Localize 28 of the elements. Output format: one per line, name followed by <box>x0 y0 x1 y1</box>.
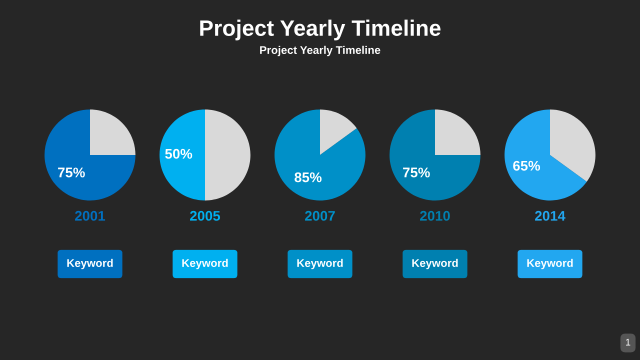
text: 2007 <box>305 210 335 221</box>
data-label: 85% <box>294 172 322 182</box>
pie-slice <box>205 110 250 200</box>
text: 2005 <box>190 210 220 221</box>
pie-slice <box>390 110 480 200</box>
pie-slice <box>550 110 596 182</box>
text: Keyword <box>412 258 458 270</box>
data-label: 50% <box>165 148 192 159</box>
text: 2001 <box>75 210 106 221</box>
data-label: 65% <box>513 160 540 171</box>
pie-slice <box>435 110 480 155</box>
text: Project Yearly Timeline <box>260 46 380 56</box>
pie-slice <box>274 110 366 200</box>
text: 2010 <box>420 210 450 221</box>
text: Keyword <box>67 258 113 270</box>
text: Keyword <box>297 258 343 270</box>
text: Keyword <box>182 258 228 270</box>
text: 1 <box>626 338 630 346</box>
data-label: 75% <box>58 168 85 178</box>
text: 2014 <box>535 210 566 221</box>
pie-slice <box>320 110 357 155</box>
pie-slice <box>90 110 136 155</box>
pie-slice <box>44 110 136 200</box>
pie-slice <box>160 110 205 200</box>
pie-slice <box>504 110 587 200</box>
text: Keyword <box>527 258 573 270</box>
data-label: 75% <box>403 168 430 178</box>
text: Project Yearly Timeline <box>200 20 441 40</box>
